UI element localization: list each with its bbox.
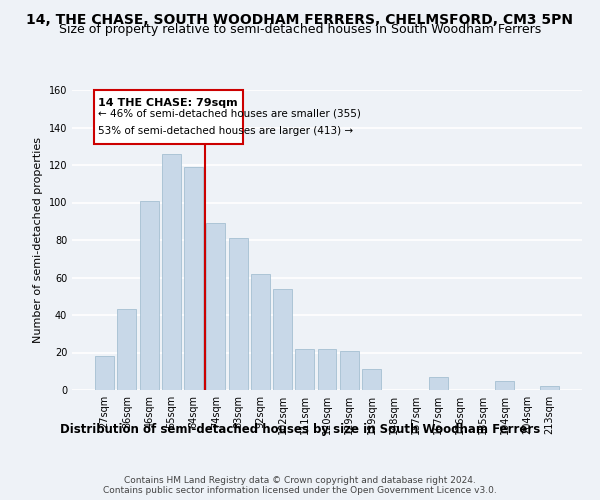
Text: 14 THE CHASE: 79sqm: 14 THE CHASE: 79sqm xyxy=(98,98,238,108)
Text: Contains HM Land Registry data © Crown copyright and database right 2024.: Contains HM Land Registry data © Crown c… xyxy=(124,476,476,485)
Text: Distribution of semi-detached houses by size in South Woodham Ferrers: Distribution of semi-detached houses by … xyxy=(60,422,540,436)
Bar xyxy=(184,167,203,390)
Bar xyxy=(429,377,448,390)
Bar xyxy=(95,356,114,390)
Text: 14, THE CHASE, SOUTH WOODHAM FERRERS, CHELMSFORD, CM3 5PN: 14, THE CHASE, SOUTH WOODHAM FERRERS, CH… xyxy=(26,12,574,26)
Bar xyxy=(118,310,136,390)
Text: 53% of semi-detached houses are larger (413) →: 53% of semi-detached houses are larger (… xyxy=(98,126,353,136)
Bar xyxy=(206,223,225,390)
FancyBboxPatch shape xyxy=(94,90,242,144)
Bar xyxy=(295,349,314,390)
Text: Size of property relative to semi-detached houses in South Woodham Ferrers: Size of property relative to semi-detach… xyxy=(59,22,541,36)
Bar xyxy=(340,350,359,390)
Bar xyxy=(251,274,270,390)
Y-axis label: Number of semi-detached properties: Number of semi-detached properties xyxy=(33,137,43,343)
Bar xyxy=(362,370,381,390)
Text: Contains public sector information licensed under the Open Government Licence v3: Contains public sector information licen… xyxy=(103,486,497,495)
Bar xyxy=(140,200,158,390)
Bar xyxy=(273,289,292,390)
Bar xyxy=(162,154,181,390)
Text: ← 46% of semi-detached houses are smaller (355): ← 46% of semi-detached houses are smalle… xyxy=(98,109,361,118)
Bar xyxy=(496,380,514,390)
Bar xyxy=(317,349,337,390)
Bar xyxy=(540,386,559,390)
Bar xyxy=(229,238,248,390)
